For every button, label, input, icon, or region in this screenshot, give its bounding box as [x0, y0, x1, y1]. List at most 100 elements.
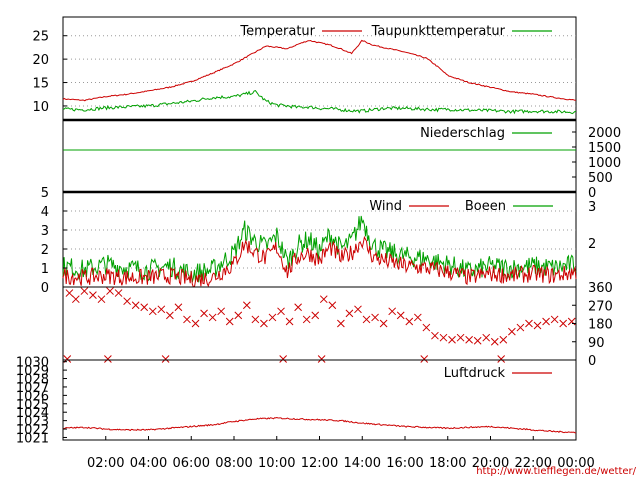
- direction-point: [439, 333, 448, 342]
- x-tick-label: 06:00: [173, 456, 210, 471]
- pressure-y-tick: 1023: [16, 415, 49, 430]
- direction-point: [200, 309, 208, 318]
- direction-point: [242, 301, 251, 310]
- direction-point: [208, 313, 217, 322]
- direction-point: [277, 307, 285, 316]
- credit-link[interactable]: http://www.tiefflegen.de/wetter/: [476, 466, 636, 477]
- wind-secondary-tick: 3: [588, 200, 596, 215]
- direction-point: [328, 301, 337, 310]
- direction-point: [396, 311, 405, 320]
- direction-point: [345, 309, 354, 318]
- wind-y-tick: 2: [41, 243, 49, 258]
- direction-y-tick: 180: [588, 318, 613, 333]
- direction-point: [285, 317, 294, 326]
- x-tick-label: 00:00: [557, 456, 594, 471]
- pressure-y-tick: 1030: [16, 356, 49, 371]
- temp-y-tick: 15: [32, 77, 49, 92]
- series-boeen: [62, 215, 577, 283]
- direction-point: [499, 335, 508, 344]
- direction-point: [508, 327, 516, 336]
- direction-point: [302, 315, 311, 324]
- direction-point: [71, 295, 80, 304]
- direction-point: [123, 297, 131, 306]
- direction-point: [465, 335, 473, 344]
- direction-point: [268, 313, 277, 322]
- wind-y-tick: 1: [41, 262, 49, 277]
- temp-y-tick: 10: [32, 100, 49, 115]
- x-tick-label: 04:00: [130, 456, 167, 471]
- x-tick-label: 18:00: [429, 456, 466, 471]
- legend-temperatur-label: Temperatur: [239, 24, 315, 39]
- wind-y-tick: 3: [41, 224, 49, 239]
- direction-y-tick: 90: [588, 336, 605, 351]
- legends: Temperatur Taupunkttemperatur Niederschlag…: [239, 24, 553, 381]
- grid-lines: [63, 35, 576, 269]
- direction-point: [388, 307, 397, 316]
- precip-y-tick: 1500: [588, 141, 621, 156]
- direction-point: [317, 355, 326, 363]
- direction-point: [106, 287, 114, 295]
- x-tick-label: 08:00: [215, 456, 252, 471]
- direction-point: [559, 319, 568, 328]
- series-wind: [62, 235, 577, 288]
- direction-point: [379, 319, 388, 328]
- direction-point: [217, 307, 226, 316]
- direction-point: [65, 289, 74, 297]
- direction-point: [448, 335, 456, 344]
- credit-text[interactable]: http://www.tiefflegen.de/wetter/: [476, 466, 636, 477]
- direction-point: [191, 319, 200, 328]
- direction-y-tick: 0: [588, 354, 596, 369]
- legend-luftdruck-label: Luftdruck: [444, 366, 506, 381]
- direction-point: [166, 311, 174, 320]
- x-tick-label: 02:00: [87, 456, 124, 471]
- direction-point: [516, 323, 525, 332]
- data-marks: [62, 39, 577, 434]
- precip-y-tick: 1000: [588, 156, 621, 171]
- direction-point: [225, 317, 234, 326]
- precip-y-tick: 500: [588, 171, 613, 186]
- direction-point: [405, 317, 414, 326]
- direction-point: [97, 295, 106, 304]
- direction-point: [533, 321, 542, 330]
- direction-point: [80, 287, 89, 295]
- panel-separators: [63, 118, 576, 361]
- temp-y-tick: 20: [32, 53, 49, 68]
- direction-point: [371, 313, 379, 322]
- direction-point: [420, 355, 429, 363]
- direction-point: [104, 355, 112, 363]
- direction-point: [148, 307, 157, 316]
- direction-point: [337, 319, 345, 328]
- pressure-y-tick: 1022: [16, 423, 49, 438]
- series-temperatur: [62, 39, 577, 102]
- direction-point: [542, 317, 550, 326]
- direction-point: [183, 315, 191, 324]
- direction-point: [157, 305, 166, 314]
- direction-point: [413, 313, 422, 322]
- x-tick-label: 16:00: [386, 456, 423, 471]
- precip-y-tick: 2000: [588, 126, 621, 141]
- wind-y-tick: 0: [41, 281, 49, 296]
- pressure-y-tick: 1021: [16, 431, 49, 446]
- direction-point: [251, 315, 260, 324]
- series-taupunkttemperatur: [62, 90, 577, 115]
- x-tick-label: 12:00: [301, 456, 338, 471]
- direction-point: [131, 301, 140, 310]
- direction-point: [279, 355, 288, 363]
- precip-y-tick: 0: [588, 186, 596, 201]
- pressure-y-tick: 1029: [16, 364, 49, 379]
- direction-point: [260, 319, 268, 328]
- wind-y-tick: 4: [41, 205, 49, 220]
- legend-wind-label: Wind: [369, 199, 402, 214]
- pressure-y-tick: 1028: [16, 373, 49, 388]
- direction-y-tick: 270: [588, 299, 613, 314]
- direction-point: [234, 311, 243, 320]
- direction-point: [456, 333, 465, 342]
- x-tick-label: 10:00: [258, 456, 295, 471]
- direction-point: [362, 315, 371, 324]
- pressure-y-tick: 1026: [16, 389, 49, 404]
- direction-y-tick: 360: [588, 281, 613, 296]
- temp-y-tick: 25: [32, 30, 49, 45]
- direction-point: [473, 336, 482, 345]
- tick-labels: 1015202505001000150020000123452309018027…: [16, 30, 621, 471]
